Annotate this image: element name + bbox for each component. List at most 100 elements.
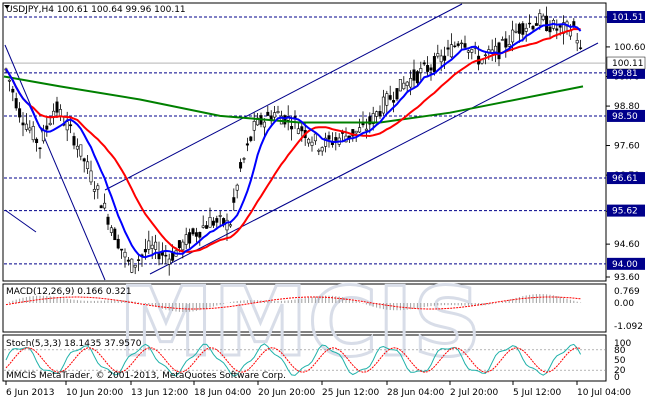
candle-body [205,225,209,229]
candle-body [300,126,304,132]
candle-body [375,111,379,117]
candle-body [368,116,372,125]
candle-body [296,128,300,134]
candle-body [147,240,151,250]
current-price-tag: 100.11 [612,59,644,69]
candle-body [511,29,515,43]
candle-body [24,123,28,130]
candle-body [18,108,22,118]
candle-body [313,133,317,142]
candle-body [228,224,232,227]
candle-body [92,188,96,192]
candle-body [72,136,76,146]
candle-body [324,137,328,147]
time-label-1: 10 Jun 20:00 [66,388,123,398]
candle-body [164,254,168,257]
candle-body [79,144,83,157]
candle-body [514,30,518,33]
price-axis-label-1: 100.60 [614,43,646,53]
candle-body [364,128,368,131]
candle-body [184,234,188,245]
stoch-axis-label-2: 50 [614,356,626,366]
macd-axis-label-1: 0.00 [614,299,634,309]
candle-body [252,121,256,131]
candle-body [422,62,426,65]
macd-axis-label-2: -1.092 [614,322,643,332]
candle-body [28,127,32,131]
candle-body [371,113,375,125]
candle-body [38,147,42,150]
level-tag-bg-3 [607,172,645,185]
candle-body [395,88,399,100]
stoch-panel[interactable] [2,334,607,382]
candle-body [58,109,62,117]
candle-body [242,158,246,160]
candle-body [96,185,100,190]
price-axis-label-7: 94.60 [614,240,640,250]
candle-body [500,39,504,41]
candle-body [283,115,287,125]
candle-body [446,47,450,50]
candle-body [419,68,423,73]
candle-body [310,141,314,146]
level-tag-4: 95.62 [612,207,638,217]
level-tag-bg-1 [607,66,645,79]
dropdown-triangle-icon [4,5,10,9]
candle-body [41,129,45,142]
candle-body [130,258,134,273]
macd-signal-line [5,296,581,310]
price-axis-label-8: 93.60 [614,273,640,283]
macd-panel[interactable] [2,283,607,333]
level-tag-5: 94.00 [612,260,638,270]
candle-body [381,96,385,114]
time-label-4: 20 Jun 20:00 [258,388,315,398]
candle-body [75,145,79,150]
candle-body [262,121,266,128]
candle-body [504,38,508,48]
level-tag-3: 96.61 [612,174,638,184]
candle-body [290,126,294,130]
candle-body [558,25,562,28]
candle-body [154,241,158,250]
level-price-tags: 101.51 99.81 98.50 96.61 95.62 94.00 100.11 [606,11,646,270]
candle-body [167,258,171,265]
candle-body [266,111,270,116]
candle-body [99,205,103,209]
main-panel[interactable] [2,2,607,282]
macd-label: MACD(12,26,9) 0.166 0.321 [6,287,132,297]
candle-body [415,71,419,84]
time-label-5: 25 Jun 12:00 [322,388,379,398]
time-label-7: 2 Jul 20:00 [450,388,499,398]
candle-body [143,248,147,253]
candle-body [426,65,430,72]
candle-body [483,54,487,56]
candle-body [7,79,11,82]
current-price-tag-bg [606,56,646,70]
level-tag-bg-2 [607,109,645,122]
candle-body [14,98,18,109]
candle-body [82,158,86,162]
price-axis: 101.51100.6099.7098.8097.6096.7095.6094.… [606,13,646,283]
candle-body [439,55,443,63]
candle-body [65,121,69,131]
candle-body [21,122,25,126]
candle-body [208,217,212,228]
candle-body [69,124,73,127]
candle-body [466,50,470,53]
candle-body [517,23,521,34]
candle-body [398,79,402,92]
candle-body [215,218,219,223]
candle-body [334,137,338,141]
candle-body [463,43,467,48]
candle-body [453,45,457,48]
candle-body [157,252,161,260]
candle-body [388,95,392,100]
time-label-8: 5 Jul 12:00 [513,388,562,398]
time-axis: 6 Jun 2013 10 Jun 20:00 13 Jun 12:00 18 Jun… [5,381,631,398]
candle-body [378,111,382,117]
candle-body [351,129,355,137]
candle-body [449,44,453,58]
candle-body [432,56,436,73]
